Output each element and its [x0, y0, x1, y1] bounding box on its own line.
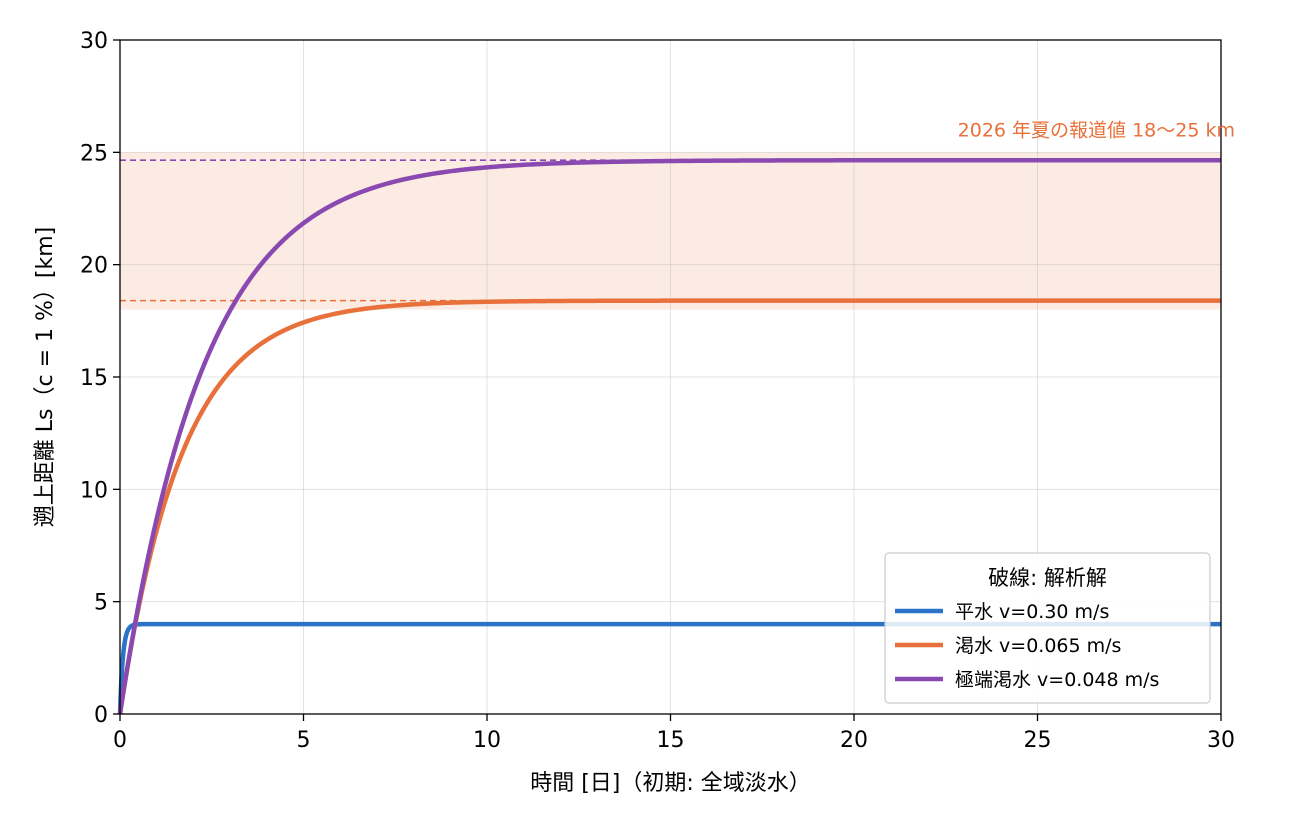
- x-tick-label: 25: [1024, 728, 1052, 753]
- y-axis-title: 遡上距離 Ls（c = 1 %）[km]: [33, 227, 58, 527]
- y-tick-label: 0: [94, 703, 108, 728]
- legend-label: 平水 v=0.30 m/s: [955, 601, 1109, 623]
- y-tick-label: 10: [80, 478, 108, 503]
- x-tick-label: 10: [473, 728, 501, 753]
- reported-range-band: [120, 152, 1221, 310]
- legend-label: 渇水 v=0.065 m/s: [955, 635, 1121, 657]
- x-tick-label: 15: [657, 728, 685, 753]
- series-line: [117, 157, 1221, 716]
- legend-box: [884, 552, 1211, 704]
- series-line: [117, 298, 1221, 716]
- legend-entries: 平水 v=0.30 m/s 渇水 v=0.065 m/s 極端渇水 v=0.048 …: [895, 601, 1159, 691]
- reported-range-band-layer: [120, 152, 1221, 310]
- x-axis-title: 時間 [日]（初期: 全域淡水）: [530, 771, 811, 796]
- y-tick-label: 5: [94, 591, 108, 616]
- legend: 破線: 解析解 平水 v=0.30 m/s 渇水 v=0.065 m/s 極端渇水 …: [884, 552, 1211, 704]
- tick-layer: 0 5 10 15 20 25 30 0 5 10 15 20 25 30: [80, 29, 1235, 753]
- y-tick-label: 20: [80, 254, 108, 279]
- x-tick-label: 0: [113, 728, 127, 753]
- x-tick-label: 20: [840, 728, 868, 753]
- x-tick-label: 5: [297, 728, 311, 753]
- legend-label: 極端渇水 v=0.048 m/s: [955, 669, 1159, 691]
- y-tick-label: 30: [80, 29, 108, 54]
- band-label: 2026 年夏の報道値 18〜25 km: [958, 119, 1235, 141]
- x-tick-label: 30: [1207, 728, 1235, 753]
- legend-title: 破線: 解析解: [988, 566, 1107, 590]
- y-tick-label: 25: [80, 141, 108, 166]
- y-tick-label: 15: [80, 366, 108, 391]
